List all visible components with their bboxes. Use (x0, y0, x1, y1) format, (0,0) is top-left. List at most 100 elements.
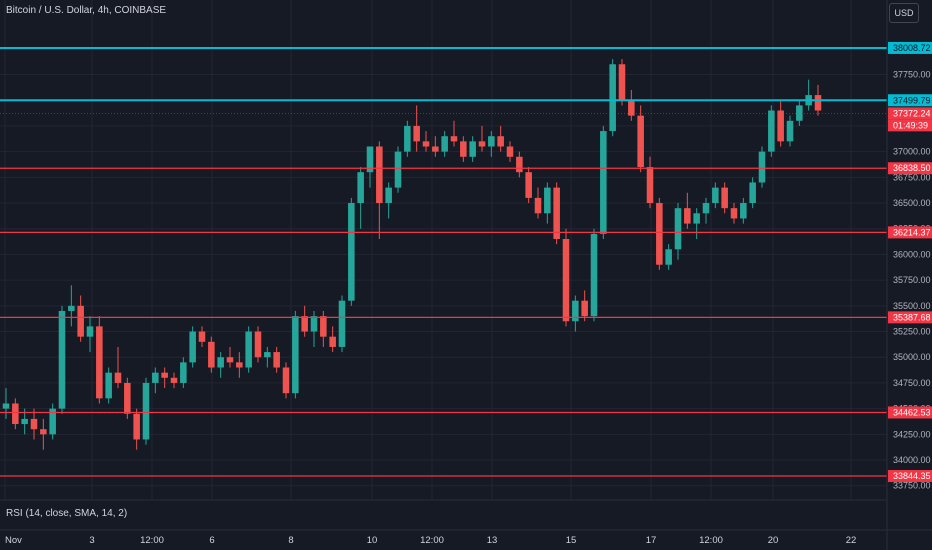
grid-lines (0, 0, 887, 500)
x-tick-label: Nov (5, 535, 22, 546)
candle-body (152, 372, 159, 383)
y-tick-label: 33750.00 (893, 481, 931, 491)
candle-body (161, 372, 168, 378)
currency-button[interactable]: USD (889, 3, 919, 23)
candle (506, 141, 514, 162)
candle-body (460, 141, 467, 157)
candle (385, 182, 392, 219)
candle (236, 352, 243, 378)
candle-body (58, 310, 66, 409)
candle (30, 408, 38, 440)
candle (581, 290, 588, 322)
candle-body (572, 300, 579, 322)
candle-body (506, 146, 514, 157)
candle-body (786, 120, 794, 142)
price-tag: 37499.79 (888, 94, 932, 107)
candle-body (329, 336, 336, 347)
y-tick-label: 34750.00 (893, 378, 931, 388)
price-tag: 37372.24 (888, 107, 932, 120)
candle-body (273, 352, 280, 368)
candle (170, 372, 178, 389)
candle (226, 346, 234, 368)
candle-body (208, 341, 215, 368)
x-tick-label: 8 (288, 535, 293, 546)
x-tick-label: 10 (367, 535, 378, 546)
price-tag: 36838.50 (888, 162, 932, 175)
candle (198, 326, 206, 347)
candle (152, 367, 159, 394)
candle-body (628, 100, 635, 116)
y-tick-label: 37000.00 (893, 147, 931, 157)
candle (264, 346, 271, 368)
candle-body (413, 125, 420, 142)
candle (721, 182, 728, 214)
candle (376, 141, 383, 240)
rsi-indicator-label[interactable]: RSI (14, close, SMA, 14, 2) (6, 508, 128, 519)
candle (693, 208, 700, 240)
candle (646, 156, 654, 209)
candle-body (497, 136, 504, 147)
candle-body (469, 141, 476, 157)
candle (768, 105, 775, 157)
candle (656, 197, 663, 270)
candle (142, 377, 150, 445)
price-tags: 38008.72 37499.79 36838.50 36214.37 35387.68… (888, 41, 932, 483)
time-axis[interactable]: Nov 3 12:00 6 8 10 12:00 13 15 17 12:00 20 22 (5, 535, 856, 546)
price-tag-text: 37372.24 (893, 108, 931, 118)
candle-body (338, 300, 346, 347)
price-tag-bg (888, 406, 932, 419)
candle-body (30, 418, 38, 430)
candle-body (77, 305, 84, 337)
candle (394, 146, 402, 193)
y-tick-label: 34000.00 (893, 455, 931, 465)
candle (338, 295, 346, 353)
candle (114, 346, 122, 389)
candle (245, 326, 252, 373)
candle-body (310, 316, 318, 332)
candle (208, 336, 215, 373)
candle (450, 120, 458, 147)
candle (366, 146, 374, 188)
x-tick-label: 13 (487, 535, 498, 546)
candle-body (2, 403, 10, 409)
candle (618, 59, 626, 106)
candle (628, 89, 635, 121)
candle (86, 316, 94, 353)
candle-body (553, 187, 560, 240)
candle (301, 305, 308, 337)
candle-body (114, 372, 122, 383)
x-tick-label: 22 (846, 535, 857, 546)
candles (2, 59, 822, 450)
candle-body (768, 110, 775, 152)
candle (68, 285, 75, 327)
candle (590, 228, 598, 322)
candle-body (562, 239, 570, 322)
candle-body (12, 403, 19, 425)
y-tick-label: 35750.00 (893, 275, 931, 285)
candle (805, 79, 812, 111)
y-tick-label: 35000.00 (893, 352, 931, 362)
candle-body (488, 136, 495, 147)
candle-body (21, 418, 28, 425)
candle-body (282, 367, 290, 394)
candle-body (590, 233, 598, 317)
candle (553, 182, 560, 245)
candle (77, 295, 84, 342)
candle-body (702, 203, 710, 214)
candle-body (693, 213, 700, 224)
candle-body (385, 187, 392, 204)
candle-body (674, 208, 682, 250)
candle-body (254, 331, 262, 358)
candle (469, 136, 476, 162)
chart-title: Bitcoin / U.S. Dollar, 4h, COINBASE (6, 5, 167, 16)
candle (254, 326, 262, 363)
y-tick-label: 35500.00 (893, 301, 931, 311)
candle (2, 388, 10, 419)
candle (320, 310, 327, 347)
price-tag-bg (888, 226, 932, 239)
candle-body (292, 316, 299, 394)
candle (422, 131, 430, 152)
candle-body (609, 64, 616, 132)
candle (404, 120, 411, 157)
